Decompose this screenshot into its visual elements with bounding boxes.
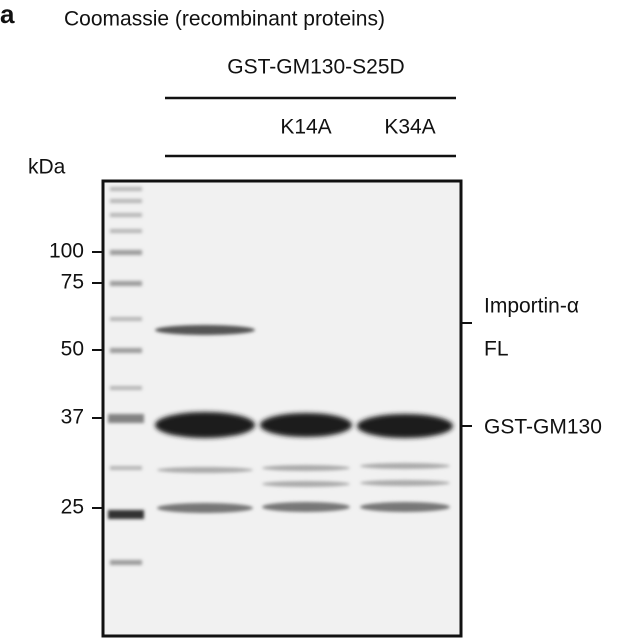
band [157,503,253,513]
band [262,465,350,471]
band [260,413,352,437]
marker-label: 37 [61,406,84,429]
marker-label: 25 [61,496,84,519]
panel-label: a [0,0,15,29]
marker-labels: 100 75 50 37 25 [49,240,103,519]
band [155,325,255,335]
band [360,480,450,486]
title: Coomassie (recombinant proteins) [64,8,385,31]
lane-label: K34A [384,116,435,139]
band [357,414,453,438]
annotation-label: GST-GM130 [484,416,602,439]
unit-label: kDa [28,156,66,179]
annotation-label: FL [484,338,509,361]
marker-bands [108,187,144,565]
marker-label: 75 [61,271,84,294]
band [157,467,253,473]
marker-label: 100 [49,240,84,263]
gel [101,179,463,638]
band [360,502,450,512]
band [360,463,450,469]
lane-label: K14A [280,116,331,139]
gel-border [101,179,463,638]
gel-background [103,181,461,636]
annotation-label: Importin-α [484,295,579,318]
band [262,502,350,512]
band [262,481,350,487]
band [155,412,255,438]
construct-label: GST-GM130-S25D [227,56,404,79]
marker-label: 50 [61,338,84,361]
